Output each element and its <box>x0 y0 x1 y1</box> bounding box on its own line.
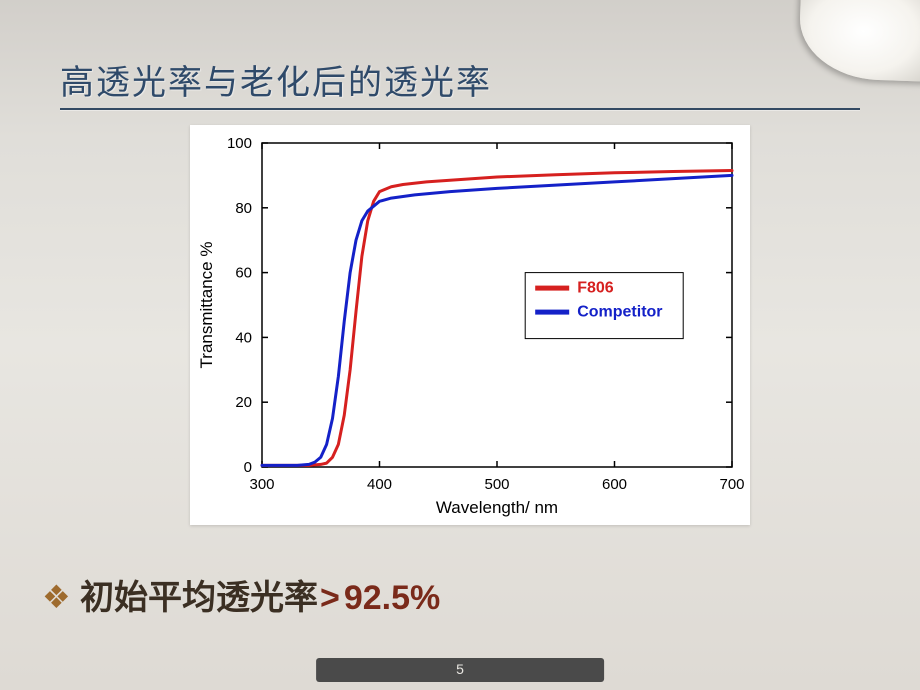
svg-text:0: 0 <box>244 459 252 476</box>
svg-text:400: 400 <box>367 476 392 493</box>
svg-text:300: 300 <box>249 476 274 493</box>
page-number-box: 5 <box>316 658 604 682</box>
corner-curl <box>798 0 920 83</box>
svg-text:80: 80 <box>235 200 252 217</box>
transmittance-chart: 300 400 500 600 700 0 20 40 60 80 100 Wavelength/ n… <box>190 125 750 525</box>
title-rule <box>60 108 860 110</box>
page-title: 高透光率与老化后的透光率 <box>60 55 492 104</box>
svg-text:Competitor: Competitor <box>577 304 662 321</box>
bullet-icon: ❖ <box>42 578 71 616</box>
svg-text:Wavelength/ nm: Wavelength/ nm <box>436 498 558 517</box>
svg-text:500: 500 <box>484 476 509 493</box>
svg-text:100: 100 <box>227 135 252 152</box>
svg-text:Transmittance %: Transmittance % <box>197 242 216 369</box>
svg-text:600: 600 <box>602 476 627 493</box>
stmt-part1: 初始平均透光率 <box>80 579 318 617</box>
svg-text:F806: F806 <box>577 280 614 297</box>
svg-text:40: 40 <box>235 329 252 346</box>
chart-svg: 300 400 500 600 700 0 20 40 60 80 100 Wavelength/ n… <box>190 125 750 525</box>
svg-text:700: 700 <box>719 476 744 493</box>
statement: 初始平均透光率>92.5% <box>80 570 442 619</box>
stmt-op: > <box>318 579 342 617</box>
svg-text:60: 60 <box>235 265 252 282</box>
svg-text:20: 20 <box>235 394 252 411</box>
page-number: 5 <box>456 661 464 677</box>
stmt-part2: 92.5% <box>342 579 442 617</box>
